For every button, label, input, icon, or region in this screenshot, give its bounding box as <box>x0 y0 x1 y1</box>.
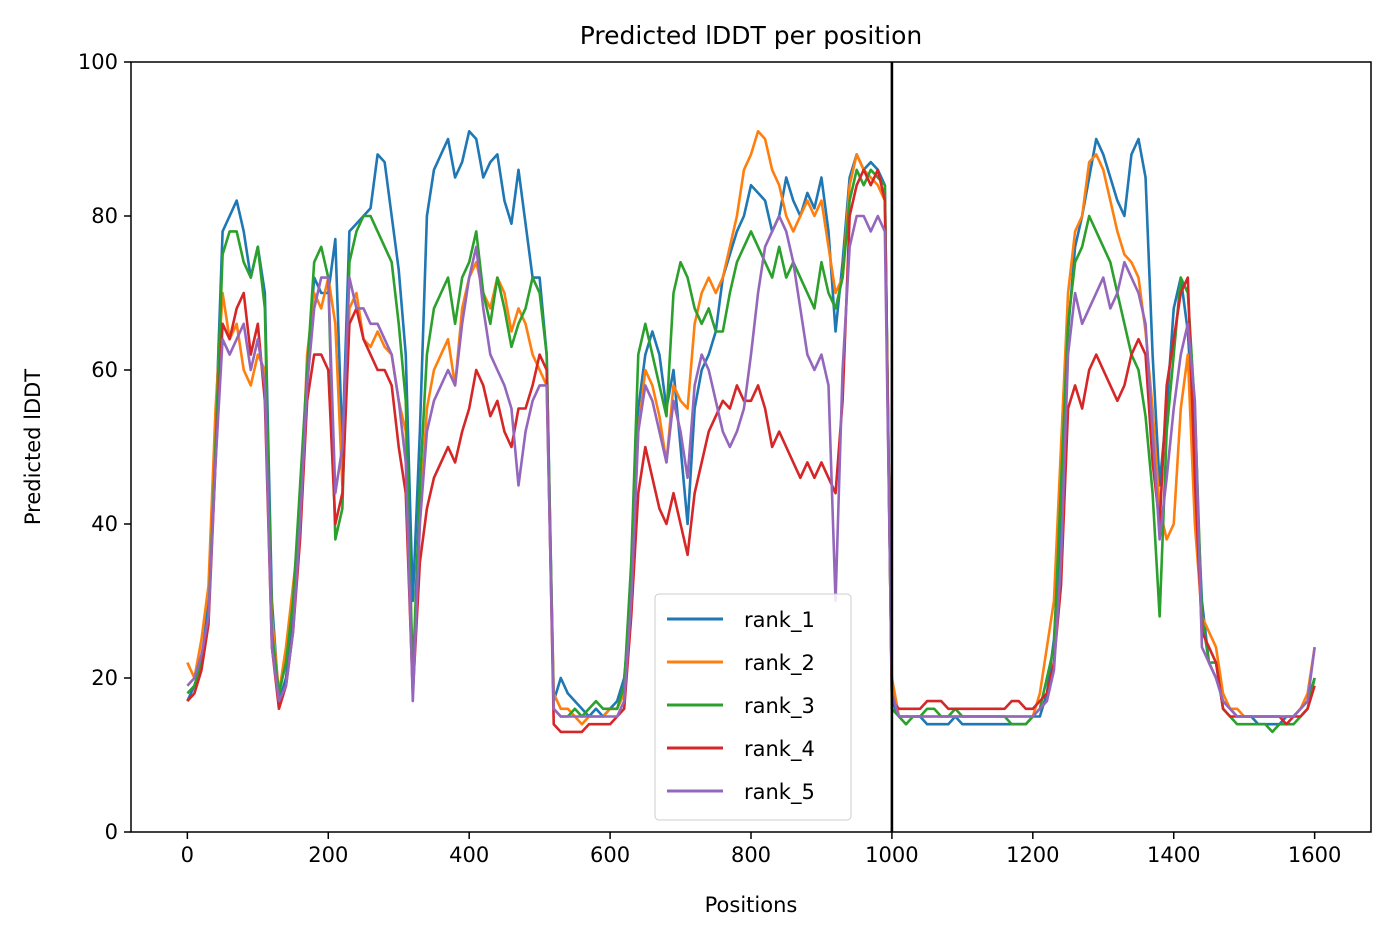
y-tick-label: 60 <box>91 358 118 382</box>
x-tick-label: 800 <box>731 843 771 867</box>
x-tick-label: 1600 <box>1288 843 1341 867</box>
legend: rank_1 rank_2 rank_3 rank_4 rank_5 <box>654 593 852 821</box>
series-line-rank_5 <box>186 214 1316 718</box>
chart-title: Predicted lDDT per position <box>580 21 922 50</box>
legend-entries: rank_1 rank_2 rank_3 rank_4 rank_5 <box>667 608 815 805</box>
legend-label-rank_5: rank_5 <box>744 780 815 805</box>
y-axis-ticks: 0 20 40 60 80 100 <box>78 50 131 844</box>
legend-label-rank_1: rank_1 <box>744 608 815 633</box>
x-tick-label: 0 <box>181 843 194 867</box>
legend-label-rank_2: rank_2 <box>744 651 815 676</box>
x-tick-label: 1000 <box>865 843 918 867</box>
legend-label-rank_3: rank_3 <box>744 694 815 719</box>
series-layer <box>186 130 1316 734</box>
x-tick-label: 200 <box>308 843 348 867</box>
series-line-rank_1 <box>186 130 1316 726</box>
x-tick-label: 600 <box>590 843 630 867</box>
legend-label-rank_4: rank_4 <box>744 737 815 762</box>
y-axis-label: Predicted lDDT <box>21 369 45 525</box>
x-tick-label: 1200 <box>1006 843 1059 867</box>
series-line-rank_4 <box>186 168 1316 734</box>
x-axis-label: Positions <box>705 893 798 917</box>
x-axis-ticks: 0 200 400 600 800 1000 1200 1400 1600 <box>181 832 1341 867</box>
y-tick-label: 100 <box>78 50 118 74</box>
series-line-rank_2 <box>186 130 1316 726</box>
x-tick-label: 400 <box>449 843 489 867</box>
x-tick-label: 1400 <box>1147 843 1200 867</box>
series-line-rank_3 <box>186 168 1316 734</box>
legend-box <box>654 593 852 821</box>
y-tick-label: 80 <box>91 204 118 228</box>
y-tick-label: 40 <box>91 512 118 536</box>
y-tick-label: 0 <box>105 820 118 844</box>
y-tick-label: 20 <box>91 666 118 690</box>
